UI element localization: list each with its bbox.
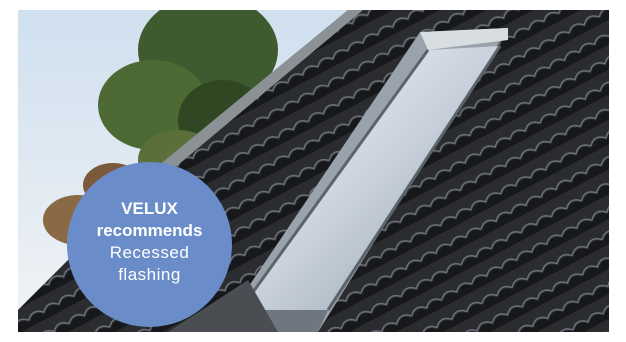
- window-flashing: [168, 280, 278, 332]
- recommendation-badge: VELUX recommends Recessed flashing: [67, 162, 232, 327]
- badge-product-line1: Recessed: [109, 242, 190, 262]
- badge-brand: VELUX: [121, 198, 178, 218]
- badge-verb: recommends: [96, 220, 203, 240]
- roof-edge: [153, 10, 363, 175]
- photo-frame: VELUX recommends Recessed flashing: [18, 10, 609, 332]
- badge-product-line2: flashing: [118, 264, 181, 284]
- roof-window: [218, 28, 508, 332]
